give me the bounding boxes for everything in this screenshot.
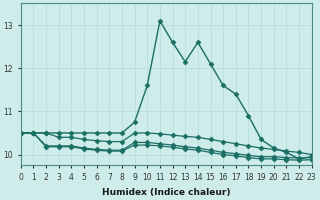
X-axis label: Humidex (Indice chaleur): Humidex (Indice chaleur)	[102, 188, 230, 197]
